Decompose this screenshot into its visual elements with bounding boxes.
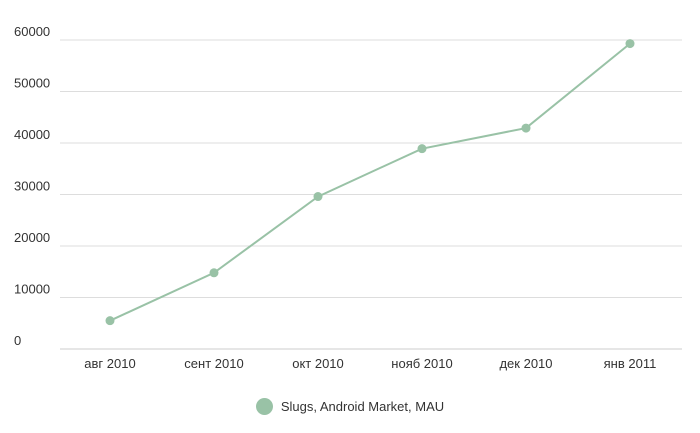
x-tick-label: сент 2010 (184, 356, 243, 371)
gridlines (60, 39, 682, 350)
data-point[interactable] (209, 268, 219, 278)
x-axis-ticks: авг 2010 сент 2010 окт 2010 нояб 2010 дек 20… (84, 356, 656, 371)
legend: Slugs, Android Market, MAU (0, 396, 700, 416)
data-point[interactable] (313, 192, 323, 202)
legend-label: Slugs, Android Market, MAU (280, 398, 445, 414)
legend-marker-icon (255, 397, 273, 415)
y-tick-label: 50000 (14, 76, 50, 91)
y-tick-label: 10000 (14, 282, 50, 297)
y-tick-label: 60000 (14, 24, 50, 39)
y-axis-ticks: 0 10000 20000 30000 40000 50000 60000 (14, 24, 50, 348)
x-tick-label: нояб 2010 (391, 356, 452, 371)
data-point[interactable] (625, 39, 635, 49)
data-point[interactable] (521, 123, 531, 133)
series-line (109, 42, 631, 322)
y-tick-label: 40000 (14, 127, 50, 142)
data-point[interactable] (417, 144, 427, 154)
y-tick-label: 0 (14, 333, 21, 348)
x-tick-label: дек 2010 (499, 356, 552, 371)
x-tick-label: авг 2010 (84, 356, 135, 371)
y-tick-label: 30000 (14, 179, 50, 194)
y-tick-label: 20000 (14, 230, 50, 245)
series-layer (105, 39, 635, 326)
data-point[interactable] (105, 316, 115, 326)
x-tick-label: янв 2011 (604, 356, 657, 371)
x-tick-label: окт 2010 (292, 356, 344, 371)
